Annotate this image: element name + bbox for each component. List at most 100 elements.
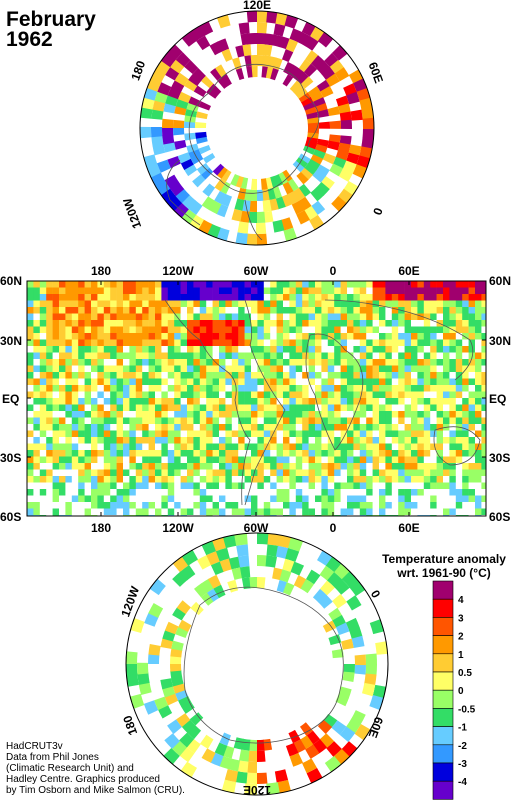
map-grid-cell: [283, 404, 290, 412]
map-grid-cell: [135, 450, 143, 457]
map-grid-cell: [155, 313, 162, 321]
map-grid-cell: [257, 378, 265, 386]
map-grid-cell: [379, 359, 386, 366]
map-grid-cell: [193, 281, 201, 288]
north-grid-cell: [188, 73, 202, 87]
map-grid-cell: [289, 437, 297, 444]
map-grid-cell: [340, 352, 348, 360]
map-grid-cell: [455, 456, 463, 464]
north-grid-cell: [282, 74, 294, 87]
map-grid-cell: [283, 320, 290, 327]
map-grid-cell: [27, 482, 34, 490]
north-grid-cell: [163, 141, 176, 153]
map-grid-cell: [46, 313, 53, 321]
map-grid-cell: [103, 502, 111, 509]
map-grid-cell: [187, 450, 194, 457]
map-grid-cell: [174, 424, 181, 431]
map-grid-cell: [123, 411, 130, 418]
map-grid-cell: [135, 281, 143, 288]
map-grid-cell: [174, 437, 181, 444]
map-grid-cell: [59, 326, 66, 334]
map-grid-cell: [443, 398, 450, 405]
south-grid-cell: [149, 578, 166, 596]
map-grid-cell: [46, 482, 53, 490]
map-grid-cell: [359, 333, 367, 340]
north-grid-cell: [289, 80, 302, 93]
map-grid-cell: [391, 320, 399, 327]
map-grid-cell: [142, 365, 149, 373]
map-grid-cell: [315, 495, 322, 503]
south-grid-cell: [239, 566, 251, 579]
map-grid-cell: [116, 502, 124, 509]
map-grid-cell: [334, 417, 341, 425]
map-grid-cell: [455, 437, 463, 444]
map-grid-cell: [391, 469, 399, 477]
map-grid-cell: [251, 489, 258, 496]
map-grid-cell: [212, 417, 220, 425]
map-grid-cell: [219, 287, 226, 295]
map-grid-cell: [283, 378, 290, 386]
map-grid-cell: [391, 443, 399, 451]
map-grid-cell: [372, 378, 380, 386]
map-grid-cell: [84, 417, 92, 425]
map-grid-cell: [327, 391, 335, 399]
map-grid-cell: [327, 469, 335, 477]
south-grid-cell: [265, 555, 278, 568]
map-grid-cell: [398, 469, 405, 477]
map-grid-cell: [129, 287, 137, 295]
map-grid-cell: [327, 502, 335, 509]
map-grid-cell: [449, 300, 457, 308]
map-grid-cell: [359, 346, 367, 353]
map-grid-cell: [123, 307, 130, 314]
map-grid-cell: [110, 294, 117, 301]
map-grid-cell: [199, 391, 207, 399]
south-grid-cell: [126, 662, 138, 676]
south-grid-cell: [212, 537, 228, 552]
map-grid-cell: [481, 294, 486, 301]
map-grid-cell: [91, 313, 98, 321]
map-grid-cell: [289, 372, 297, 379]
map-grid-cell: [276, 476, 284, 483]
map-grid-cell: [353, 281, 361, 288]
map-grid-cell: [46, 281, 53, 288]
map-grid-cell: [46, 307, 53, 314]
map-grid-cell: [263, 443, 271, 451]
north-grid-cell: [178, 91, 192, 104]
map-grid-cell: [142, 424, 149, 431]
map-grid-cell: [481, 502, 486, 509]
map-grid-cell: [359, 294, 367, 301]
map-grid-cell: [475, 313, 482, 321]
map-grid-cell: [161, 443, 169, 451]
map-grid-cell: [353, 463, 361, 470]
map-grid-cell: [65, 294, 73, 301]
map-grid-cell: [263, 391, 271, 399]
north-grid-cell: [257, 22, 268, 34]
map-grid-cell: [212, 495, 220, 503]
map-grid-cell: [238, 398, 245, 405]
map-grid-cell: [462, 307, 469, 314]
map-grid-cell: [379, 346, 386, 353]
map-grid-cell: [84, 398, 92, 405]
map-grid-cell: [206, 508, 213, 516]
map-grid-cell: [206, 359, 213, 366]
map-grid-cell: [455, 365, 463, 373]
map-grid-cell: [436, 443, 444, 451]
map-grid-cell: [116, 489, 124, 496]
map-grid-cell: [129, 346, 137, 353]
map-grid-cell: [116, 287, 124, 295]
south-grid-cell: [322, 620, 337, 633]
map-grid-cell: [180, 313, 188, 321]
map-grid-cell: [385, 502, 393, 509]
map-grid-cell: [289, 313, 297, 321]
map-grid-cell: [276, 456, 284, 464]
map-grid-cell: [379, 404, 386, 412]
map-grid-cell: [174, 300, 181, 308]
map-grid-cell: [193, 456, 201, 464]
map-grid-cell: [462, 359, 469, 366]
map-grid-cell: [225, 313, 233, 321]
map-grid-cell: [366, 508, 373, 516]
map-grid-cell: [372, 339, 380, 347]
map-grid-cell: [436, 333, 444, 340]
map-grid-cell: [167, 482, 175, 490]
map-grid-cell: [39, 404, 47, 412]
